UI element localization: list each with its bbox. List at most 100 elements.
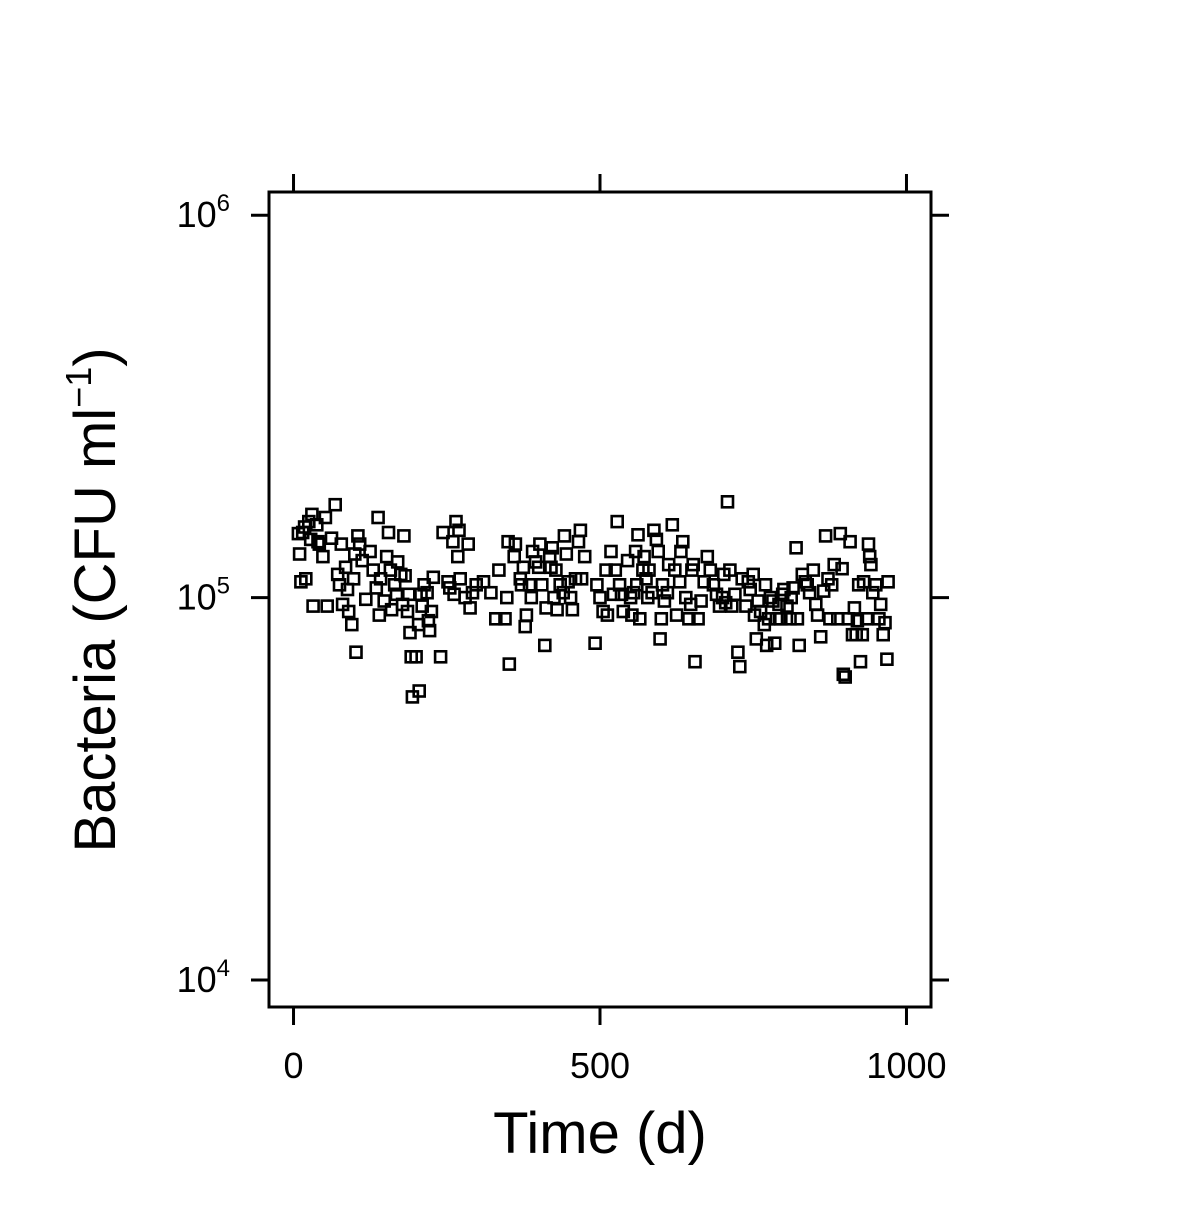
data-point-129: [600, 608, 615, 622]
data-point-51: [400, 604, 415, 619]
data-point-89: [502, 657, 517, 671]
data-point-167: [682, 611, 696, 626]
data-point-207: [773, 611, 788, 626]
data-point-104: [537, 638, 552, 653]
data-point-88: [501, 534, 515, 549]
data-point-15: [320, 599, 335, 613]
data-point-204: [767, 636, 782, 651]
data-point-253: [873, 597, 888, 612]
data-point-24: [341, 604, 356, 619]
data-point-108: [545, 540, 560, 555]
data-point-58: [412, 684, 427, 698]
data-point-173: [694, 594, 708, 608]
data-point-199: [758, 577, 773, 592]
data-point-160: [665, 517, 680, 532]
data-point-239: [847, 601, 862, 615]
y-tick-label-2: 106: [177, 190, 230, 235]
data-point-28: [349, 645, 363, 660]
data-point-46: [390, 555, 405, 569]
data-point-126: [593, 590, 607, 605]
data-point-193: [746, 567, 761, 582]
data-point-116: [561, 574, 575, 589]
data-point-186: [728, 587, 742, 602]
data-point-187: [731, 645, 745, 660]
data-point-95: [518, 619, 533, 634]
data-point-73: [449, 514, 463, 529]
data-point-229: [824, 577, 839, 592]
data-point-80: [465, 585, 480, 600]
data-point-137: [620, 553, 635, 568]
data-point-87: [499, 590, 514, 605]
data-point-215: [790, 611, 805, 626]
data-point-248: [862, 549, 877, 564]
data-point-243: [853, 654, 868, 669]
data-point-134: [612, 577, 627, 592]
data-point-62: [420, 585, 434, 600]
data-point-68: [436, 525, 450, 540]
data-point-197: [753, 604, 768, 619]
data-point-6: [301, 514, 316, 529]
data-point-74: [450, 549, 465, 564]
data-point-247: [861, 537, 876, 551]
data-point-155: [654, 611, 669, 626]
y-axis-label: Bacteria (CFU ml−1): [58, 347, 128, 852]
data-point-102: [533, 537, 547, 551]
data-point-110: [549, 563, 563, 577]
data-point-221: [806, 563, 821, 577]
data-point-171: [688, 654, 702, 669]
data-point-157: [657, 594, 672, 608]
data-point-49: [397, 529, 411, 543]
data-point-67: [433, 649, 448, 664]
data-point-170: [686, 557, 701, 572]
data-point-53: [403, 625, 417, 640]
data-point-29: [351, 529, 365, 543]
data-point-249: [864, 557, 878, 572]
data-point-76: [453, 571, 468, 586]
data-point-150: [645, 585, 659, 600]
data-point-211: [783, 611, 797, 626]
data-point-222: [808, 597, 823, 612]
data-point-224: [813, 629, 828, 644]
data-point-17: [328, 497, 343, 512]
data-point-165: [675, 534, 690, 549]
data-point-184: [723, 563, 737, 577]
data-point-103: [534, 577, 549, 592]
data-point-192: [743, 582, 758, 597]
data-point-200: [759, 638, 774, 653]
data-point-158: [660, 585, 675, 600]
data-point-241: [850, 613, 865, 628]
data-point-86: [498, 611, 512, 626]
data-point-123: [577, 549, 592, 564]
data-point-146: [637, 549, 651, 564]
data-point-255: [878, 615, 892, 630]
data-point-246: [859, 611, 874, 626]
data-point-125: [590, 577, 604, 592]
data-point-130: [604, 544, 618, 559]
data-point-38: [373, 571, 388, 586]
data-point-5: [298, 571, 313, 586]
data-point-133: [610, 514, 625, 529]
data-point-177: [706, 577, 721, 592]
data-point-183: [720, 494, 735, 509]
data-point-115: [559, 547, 574, 561]
data-point-121: [573, 523, 588, 538]
data-point-56: [409, 649, 423, 664]
data-point-223: [810, 608, 825, 622]
data-point-256: [880, 652, 894, 667]
x-tick-label-2: 1000: [866, 1045, 946, 1086]
x-tick-label-1: 500: [570, 1045, 630, 1086]
data-point-132: [608, 563, 623, 577]
data-points: [291, 494, 895, 704]
y-tick-label-1: 105: [177, 573, 230, 618]
data-point-75: [452, 523, 466, 538]
data-point-30: [352, 537, 367, 551]
data-point-254: [876, 627, 891, 642]
data-point-209: [777, 582, 791, 597]
data-point-153: [651, 544, 666, 559]
data-point-84: [488, 611, 503, 626]
data-point-250: [865, 585, 880, 600]
data-point-175: [700, 549, 715, 564]
plot-frame: [267, 190, 933, 1009]
data-point-251: [868, 577, 883, 592]
data-point-226: [818, 529, 833, 543]
